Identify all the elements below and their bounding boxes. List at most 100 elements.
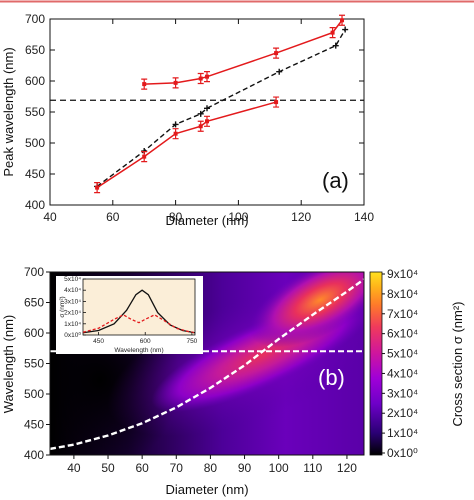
panel-b-y-tick-label: 700 (24, 265, 44, 279)
panel-a-black-point (204, 105, 210, 112)
inset-frame (82, 278, 196, 336)
panel-a-red-series-line (144, 19, 343, 85)
panel-b-x-label: Diameter (nm) (165, 482, 248, 497)
heatmap (50, 272, 364, 455)
inset-series-line (82, 314, 196, 334)
inset-x-tick-label: 450 (93, 338, 104, 345)
inset-y-ticks: 0x10⁰ 1x10⁴ 2x10⁴ 3x10⁴ 4x10⁴ 5x10⁴ (64, 276, 86, 339)
heatmap-dispersion-curve (50, 278, 364, 451)
panel-a-label: (a) (322, 168, 349, 193)
colorbar-tick-label: 0x10⁰ (387, 446, 418, 460)
inset-x-tick-label: 600 (140, 338, 151, 345)
inset-y-tick-label: 1x10⁴ (64, 321, 81, 328)
inset-x-ticks: 450 600 750 (93, 332, 198, 345)
colorbar-tick-label: 3x10⁴ (387, 386, 418, 400)
panel-b-x-tick-label: 70 (170, 461, 184, 475)
colorbar-tick-label: 1x10⁴ (387, 426, 418, 440)
panel-a-black-point (172, 121, 179, 128)
inset-y-tick-label: 0x10⁰ (64, 331, 81, 339)
panel-a-red-point (330, 30, 335, 35)
panel-a-black-point (197, 110, 204, 117)
panel-b-x-tick-label: 100 (269, 461, 289, 475)
colorbar-ticks: 0x10⁰ 1x10⁴ 2x10⁴ 3x10⁴ 4x10⁴ 5x10⁴ 6x10⁴ 7x10⁴… (382, 267, 418, 460)
panel-a-y-ticks: 400 450 500 550 600 650 700 (25, 12, 364, 212)
colorbar-tick-label: 9x10⁴ (387, 267, 418, 281)
panel-a-y-tick-label: 550 (25, 105, 45, 119)
panel-a-plot-area (50, 14, 364, 194)
panel-a-red-point (205, 119, 209, 124)
panel-a-y-tick-label: 600 (25, 74, 45, 88)
panel-a-black-series-line (96, 29, 346, 187)
panel-a-x-tick-label: 60 (106, 210, 120, 224)
panel-a-y-tick-label: 400 (25, 198, 45, 212)
colorbar-tick-label: 4x10⁴ (387, 366, 418, 380)
panel-b: 40 50 60 70 80 90 100 110 120 400 450 500 550 600 650… (1, 265, 465, 497)
panel-b-x-tick-label: 40 (67, 461, 81, 475)
panel-a-red-point (274, 100, 279, 105)
colorbar-gradient (369, 271, 383, 456)
panel-a-x-ticks: 40 60 80 100 120 140 (43, 19, 374, 224)
panel-a-black-point (342, 26, 349, 33)
panel-a-x-tick-label: 40 (43, 210, 57, 224)
panel-b-x-tick-label: 120 (337, 461, 357, 475)
panel-a-y-tick-label: 450 (25, 167, 45, 181)
inset-spectrum: 450 600 750 0x10⁰ 1x10⁴ 2x10⁴ 3x10⁴ 4x10⁴ 5x10⁴… (56, 276, 203, 354)
inset-y-tick-label: 2x10⁴ (64, 310, 81, 317)
colorbar: 0x10⁰ 1x10⁴ 2x10⁴ 3x10⁴ 4x10⁴ 5x10⁴ 6x10⁴ 7x10⁴… (369, 267, 465, 460)
panel-b-x-tick-label: 110 (303, 461, 322, 475)
panel-a-red-point (142, 154, 147, 159)
inset-y-tick-label: 4x10⁴ (64, 287, 81, 294)
panel-b-y-tick-label: 450 (24, 418, 44, 432)
panel-a-y-tick-label: 500 (25, 136, 45, 150)
panel-a-y-tick-label: 700 (25, 12, 45, 26)
panel-a-red-point (198, 76, 203, 81)
panel-b-y-tick-label: 650 (24, 296, 44, 310)
colorbar-label: Cross section σ (nm²) (450, 301, 465, 426)
panel-a-red-point (142, 82, 147, 87)
panel-b-x-tick-label: 80 (204, 461, 218, 475)
panel-a-red-point (340, 18, 345, 23)
panel-a-x-label: Diameter (nm) (165, 213, 248, 228)
inset-x-label: Wavelength (nm) (114, 347, 163, 354)
panel-b-y-tick-label: 500 (24, 387, 44, 401)
panel-b-x-tick-label: 50 (101, 461, 115, 475)
panel-a-red-point (173, 131, 178, 136)
panel-b-x-tick-label: 90 (238, 461, 252, 475)
heatmap-overlays (50, 278, 364, 451)
inset-x-tick-label: 750 (186, 338, 197, 345)
panel-b-y-tick-label: 550 (24, 357, 44, 371)
panel-b-y-ticks: 400 450 500 550 600 650 700 (24, 265, 50, 462)
panel-a-red-point (95, 185, 100, 190)
panel-a-x-tick-label: 100 (228, 210, 248, 224)
panel-b-y-label: Wavelength (nm) (1, 315, 16, 414)
inset-y-label: σ (nm²) (59, 296, 66, 317)
panel-a-red-point (173, 80, 178, 85)
colorbar-tick-label: 7x10⁴ (387, 307, 418, 321)
panel-a-frame (49, 18, 365, 206)
inset-y-tick-label: 3x10⁴ (64, 298, 81, 305)
panel-a-red-point (274, 51, 279, 56)
inset-plot-area (82, 289, 196, 334)
colorbar-tick-label: 8x10⁴ (387, 287, 418, 301)
panel-b-label: (b) (318, 365, 345, 390)
colorbar-tick-label: 2x10⁴ (387, 406, 418, 420)
panel-a-red-point (198, 124, 203, 129)
inset-y-tick-label: 5x10⁴ (64, 276, 81, 283)
panel-a-red-series-line (96, 101, 277, 189)
panel-a-black-point (276, 68, 283, 75)
panel-a-x-tick-label: 120 (291, 210, 311, 224)
panel-a-y-tick-label: 650 (25, 43, 45, 57)
panel-b-y-tick-label: 400 (24, 448, 44, 462)
panel-b-x-ticks: 40 50 60 70 80 90 100 110 120 (67, 455, 357, 475)
panel-a-y-label: Peak wavelength (nm) (1, 47, 16, 176)
panel-b-y-tick-label: 600 (24, 326, 44, 340)
panel-a: 40 60 80 100 120 140 400 450 500 550 600 650 700 Di… (1, 12, 374, 228)
panel-a-x-tick-label: 80 (169, 210, 183, 224)
colorbar-tick-label: 5x10⁴ (387, 347, 418, 361)
panel-a-black-point (332, 42, 339, 49)
colorbar-tick-label: 6x10⁴ (387, 327, 418, 341)
panel-b-x-tick-label: 60 (135, 461, 149, 475)
heatmap-upper-lobe (249, 272, 364, 348)
panel-a-x-tick-label: 140 (354, 210, 374, 224)
